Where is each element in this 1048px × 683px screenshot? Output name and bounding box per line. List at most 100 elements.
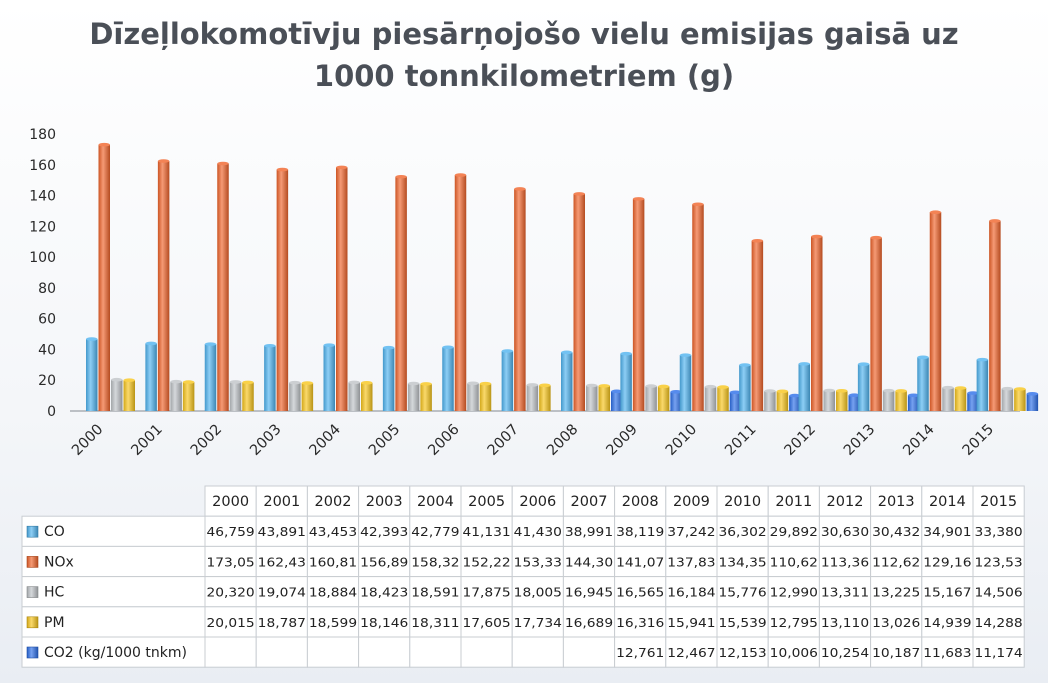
bar <box>798 363 810 411</box>
bar <box>811 236 823 411</box>
table-cell <box>409 545 462 578</box>
table-cell-value: 43,453 <box>309 524 357 539</box>
y-tick-label: 140 <box>29 189 56 205</box>
bar-cap <box>264 343 276 348</box>
table-cell-value: 16,184 <box>667 585 715 600</box>
bar-cap <box>942 385 954 390</box>
bar <box>229 381 242 411</box>
bar-cap <box>907 393 920 398</box>
x-tick-label: 2015 <box>960 422 997 459</box>
bar-cap <box>217 161 229 166</box>
table-header-year: 2001 <box>263 494 300 510</box>
bar <box>442 347 454 411</box>
table-cell <box>870 576 923 608</box>
table-cell-value: 16,689 <box>565 615 613 630</box>
bars <box>86 142 1039 411</box>
bar-cap <box>454 173 467 177</box>
bar <box>717 387 729 411</box>
table-cell <box>665 576 718 608</box>
y-tick-label: 180 <box>29 127 56 143</box>
table-cell-value: 34,901 <box>923 524 971 539</box>
bar <box>264 345 276 411</box>
legend-key <box>26 586 39 598</box>
bar-cap <box>526 383 539 387</box>
table-cell-value: 42,393 <box>360 524 408 539</box>
bar <box>526 384 539 411</box>
bar-cap <box>895 389 907 393</box>
legend-key <box>26 616 39 629</box>
bar-cap <box>729 390 742 395</box>
bar <box>454 175 467 411</box>
bar <box>98 144 110 411</box>
y-tick-label: 120 <box>29 219 56 235</box>
legend-entry: PM <box>44 615 65 631</box>
table-cell-value: 41,131 <box>463 524 511 539</box>
table-cell <box>972 606 1025 638</box>
table-cell <box>972 576 1025 608</box>
bar <box>336 167 348 411</box>
table-header-cell <box>818 485 872 517</box>
bar-cap <box>967 391 979 395</box>
bar <box>289 382 301 411</box>
bar <box>657 386 670 411</box>
table-cell <box>921 545 974 578</box>
table-header-cell <box>921 485 974 517</box>
table-cell <box>767 606 820 638</box>
table-cell-value: 18,591 <box>411 585 459 600</box>
table-cell-value: 14,506 <box>975 585 1023 600</box>
table-cell-value: 160,81 <box>309 554 357 569</box>
x-tick-label: 2004 <box>307 422 344 459</box>
table-cell-value: 15,776 <box>719 585 767 600</box>
table-cell <box>614 545 667 578</box>
table-cell <box>870 606 923 638</box>
table-header-cell <box>870 485 923 517</box>
y-tick-label: 160 <box>29 158 56 174</box>
bar-cap <box>739 363 751 367</box>
table-header-year: 2015 <box>980 494 1017 510</box>
table-cell <box>818 606 872 638</box>
bar <box>836 390 848 411</box>
legend-entry: HC <box>44 585 65 601</box>
table-cell-value: 11,174 <box>975 645 1023 660</box>
bar <box>620 353 632 411</box>
table-cell-value: 18,884 <box>309 585 357 600</box>
bar-cap <box>242 380 254 385</box>
bar <box>361 382 373 411</box>
bar <box>907 395 920 411</box>
table-cell-value: 46,759 <box>207 524 255 539</box>
table-cell-value: 13,311 <box>821 585 869 600</box>
bar <box>573 193 585 411</box>
table-cell-value: 13,026 <box>872 615 920 630</box>
bar <box>1026 393 1039 411</box>
table-header-year: 2006 <box>519 494 556 510</box>
legend-key <box>26 646 39 659</box>
table-cell-value: 141,07 <box>616 554 664 569</box>
table-cell <box>562 636 616 668</box>
bar <box>170 381 182 411</box>
bar <box>1014 389 1026 411</box>
table-cell-value: 137,83 <box>667 554 715 569</box>
bar <box>692 204 704 411</box>
x-tick-label: 2005 <box>366 422 403 459</box>
table-header-year: 2003 <box>366 494 403 510</box>
x-tick-label: 2008 <box>544 422 581 459</box>
table-name-cell <box>21 606 206 638</box>
bar-cap <box>420 382 432 386</box>
table-header-year: 2004 <box>417 494 454 510</box>
bar <box>848 395 860 411</box>
table-cell <box>511 515 564 547</box>
legend-entry: CO <box>44 524 65 540</box>
bar-cap <box>717 385 729 389</box>
table-cell-value: 17,734 <box>514 615 562 630</box>
table-cell-value: 41,430 <box>514 524 562 539</box>
bar <box>123 380 135 411</box>
table-header-year: 2011 <box>775 494 812 510</box>
bar-cap <box>598 384 610 388</box>
table-cell <box>870 636 923 668</box>
bar-cap <box>145 341 157 346</box>
bar-cap <box>182 380 195 384</box>
bar-cap <box>798 362 810 366</box>
table-cell-value: 18,599 <box>309 615 357 630</box>
table-header-cell <box>767 485 820 517</box>
